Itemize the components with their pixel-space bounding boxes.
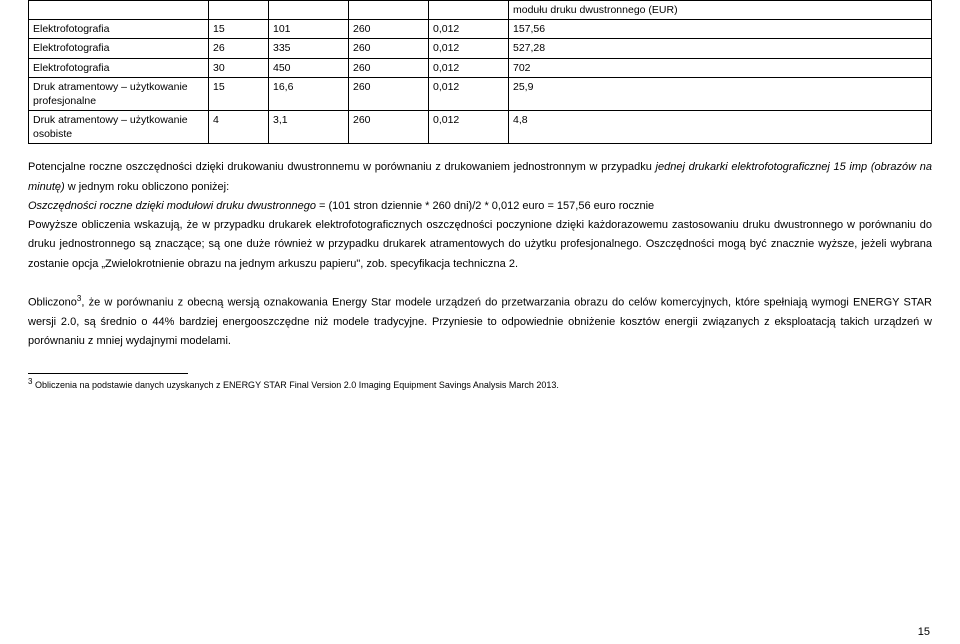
footnote-text: Obliczenia na podstawie danych uzyskanyc… bbox=[32, 380, 558, 390]
table-cell: 16,6 bbox=[269, 77, 349, 110]
table-cell: 260 bbox=[349, 39, 429, 58]
header-c1 bbox=[29, 1, 209, 20]
para1-t1: Potencjalne roczne oszczędności dzięki d… bbox=[28, 161, 656, 173]
table-cell: 4 bbox=[209, 111, 269, 144]
table-cell: 260 bbox=[349, 111, 429, 144]
header-c6: modułu druku dwustronnego (EUR) bbox=[509, 1, 932, 20]
table-cell: 0,012 bbox=[429, 77, 509, 110]
table-cell: 335 bbox=[269, 39, 349, 58]
table-cell: 260 bbox=[349, 20, 429, 39]
table-cell: Druk atramentowy – użytkowanie profesjon… bbox=[29, 77, 209, 110]
table-cell: Elektrofotografia bbox=[29, 58, 209, 77]
table-cell: 3,1 bbox=[269, 111, 349, 144]
table-cell: 450 bbox=[269, 58, 349, 77]
table-cell: 0,012 bbox=[429, 39, 509, 58]
table-cell: 260 bbox=[349, 77, 429, 110]
header-c2 bbox=[209, 1, 269, 20]
table-cell: 4,8 bbox=[509, 111, 932, 144]
table-cell: 157,56 bbox=[509, 20, 932, 39]
table-cell: 702 bbox=[509, 58, 932, 77]
para2-t2: , że w porównaniu z obecną wersją oznako… bbox=[28, 297, 932, 348]
table-cell: 25,9 bbox=[509, 77, 932, 110]
table-cell: 101 bbox=[269, 20, 349, 39]
header-c4 bbox=[349, 1, 429, 20]
paragraph-1: Potencjalne roczne oszczędności dzięki d… bbox=[28, 158, 932, 274]
para1-t2: w jednym roku obliczono poniżej: bbox=[65, 181, 229, 193]
table-cell: 0,012 bbox=[429, 58, 509, 77]
header-c5 bbox=[429, 1, 509, 20]
table-cell: Elektrofotografia bbox=[29, 20, 209, 39]
para1-t3: = (101 stron dziennie * 260 dni)/2 * 0,0… bbox=[316, 200, 654, 212]
para1-i2: Oszczędności roczne dzięki modułowi druk… bbox=[28, 200, 316, 212]
table-cell: 0,012 bbox=[429, 20, 509, 39]
table-cell: 26 bbox=[209, 39, 269, 58]
footnote: 3 Obliczenia na podstawie danych uzyskan… bbox=[28, 377, 932, 390]
table-cell: 15 bbox=[209, 77, 269, 110]
page-number: 15 bbox=[918, 626, 930, 638]
table-cell: Druk atramentowy – użytkowanie osobiste bbox=[29, 111, 209, 144]
data-table: modułu druku dwustronnego (EUR) Elektrof… bbox=[28, 0, 932, 144]
paragraph-2: Obliczono3, że w porównaniu z obecną wer… bbox=[28, 292, 932, 351]
header-c3 bbox=[269, 1, 349, 20]
footnote-separator bbox=[28, 373, 188, 374]
table-cell: 15 bbox=[209, 20, 269, 39]
table-cell: 30 bbox=[209, 58, 269, 77]
table-cell: 527,28 bbox=[509, 39, 932, 58]
table-cell: 0,012 bbox=[429, 111, 509, 144]
para1-t4: Powyższe obliczenia wskazują, że w przyp… bbox=[28, 219, 932, 270]
table-cell: Elektrofotografia bbox=[29, 39, 209, 58]
table-cell: 260 bbox=[349, 58, 429, 77]
para2-t1: Obliczono bbox=[28, 297, 77, 309]
